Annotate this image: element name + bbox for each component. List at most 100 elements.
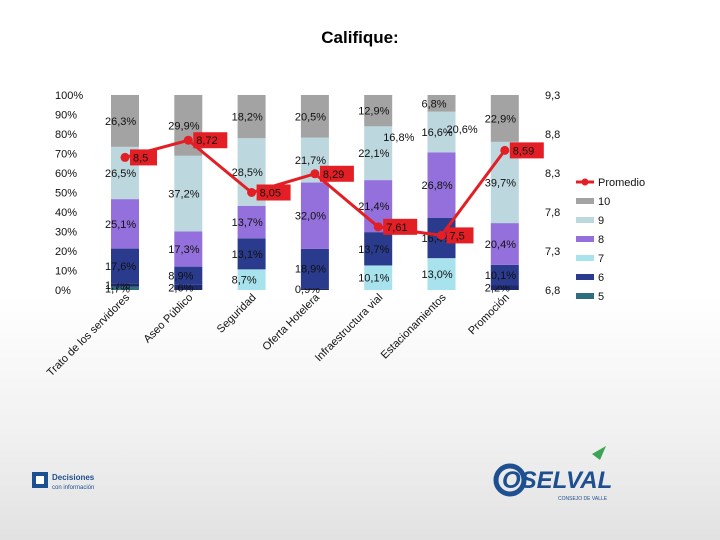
y-left-tick-label: 20%	[55, 246, 77, 258]
legend-label: Promedio	[598, 177, 645, 189]
bar-data-label: 12,9%	[358, 106, 389, 118]
bar-segment	[237, 205, 266, 239]
bar-segment	[300, 182, 329, 249]
bar-data-label: 32,0%	[295, 211, 326, 223]
average-label-box	[319, 165, 354, 182]
bar-segment	[237, 95, 266, 139]
extra-data-label: 16,8%	[383, 132, 414, 144]
bar-segment	[300, 95, 329, 138]
average-label-box	[130, 149, 157, 166]
bar-data-label: 17,3%	[168, 244, 199, 256]
category-label: Aseo Público	[142, 292, 196, 346]
bar-segment	[427, 258, 456, 290]
bar-data-label: 26,8%	[422, 180, 453, 192]
average-label-box	[383, 218, 418, 235]
bar-data-label: 21,4%	[358, 201, 389, 213]
category-label: Infraestructura vial	[313, 292, 385, 364]
legend-label: 8	[598, 234, 604, 246]
bar-segment	[111, 283, 139, 287]
average-label-box	[446, 227, 474, 244]
bar-data-label: 26,5%	[105, 168, 136, 180]
category-label: Seguridad	[215, 292, 259, 336]
bar-segment	[300, 288, 329, 290]
category-label: Promoción	[466, 292, 512, 338]
bar-data-label: 2,6%	[168, 282, 193, 294]
bar-data-label: 2,2%	[485, 283, 510, 295]
bar-data-label: 28,5%	[232, 167, 263, 179]
average-data-label: 8,29	[323, 169, 344, 181]
decisiones-logo-mark-inner	[36, 476, 44, 484]
legend-label: 9	[598, 215, 604, 227]
average-data-label: 8,72	[196, 135, 217, 147]
average-point	[120, 152, 130, 162]
bar-segment	[174, 231, 203, 267]
legend-label: 10	[598, 196, 610, 208]
average-point	[373, 222, 383, 232]
bar-data-label: 18,2%	[232, 112, 263, 124]
average-data-label: 8,05	[260, 188, 281, 200]
bar-data-label: 29,9%	[168, 120, 199, 132]
legend-swatch	[576, 236, 594, 242]
bar-segment	[427, 95, 456, 112]
bar-data-label: 13,7%	[232, 217, 263, 229]
y-left-tick-label: 10%	[55, 266, 77, 278]
bar-data-label: 17,6%	[105, 261, 136, 273]
decisiones-logo: Decisiones con información	[32, 472, 95, 491]
bar-data-label: 26,3%	[105, 116, 136, 128]
bar-segment	[490, 95, 519, 142]
average-data-label: 7,61	[386, 222, 407, 234]
y-left-tick-label: 50%	[55, 188, 77, 200]
average-point	[247, 188, 257, 197]
legend-swatch	[576, 255, 594, 261]
y-right-tick-label: 8,8	[545, 129, 560, 141]
y-left-tick-label: 0%	[55, 285, 71, 297]
legend-label: 7	[598, 253, 604, 265]
average-label-box	[193, 132, 228, 149]
bar-data-label: 13,0%	[422, 269, 453, 281]
bar-segment	[174, 155, 203, 232]
y-right-tick-label: 7,8	[545, 207, 560, 219]
decisiones-logo-line2: con información	[52, 485, 94, 491]
category-label: Trato de los servidores	[45, 291, 133, 379]
legend-swatch	[576, 293, 594, 299]
average-label-box	[509, 142, 544, 159]
legend-swatch-point	[581, 178, 589, 186]
legend-swatch	[576, 217, 594, 223]
average-data-label: 8,59	[513, 145, 534, 157]
bar-segment	[490, 264, 519, 286]
bar-data-label: 13,1%	[232, 249, 263, 261]
y-left-tick-label: 70%	[55, 149, 77, 161]
bar-data-label: 6,8%	[422, 98, 447, 110]
y-left-tick-label: 90%	[55, 110, 77, 122]
chart-title: Califique:	[321, 28, 399, 47]
bar-data-label: 25,1%	[105, 219, 136, 231]
y-left-tick-label: 30%	[55, 227, 77, 239]
bar-segment	[364, 126, 393, 181]
oselval-logo-ring	[493, 463, 527, 497]
y-right-tick-label: 9,3	[545, 90, 560, 102]
average-label-box	[256, 184, 291, 201]
bar-segment	[490, 285, 519, 290]
y-right-tick-label: 6,8	[545, 285, 560, 297]
bar-data-label: 39,7%	[485, 177, 516, 189]
bar-segment	[364, 265, 393, 290]
bar-data-label: 16,6%	[422, 127, 453, 139]
bar-data-label: 10,1%	[358, 273, 389, 285]
bar-segment	[427, 152, 456, 218]
bar-segment	[364, 232, 393, 266]
legend-label: 6	[598, 272, 604, 284]
average-point	[437, 230, 446, 240]
bar-data-label: 21,7%	[295, 155, 326, 167]
y-left-tick-label: 80%	[55, 129, 77, 141]
legend-label: 5	[598, 291, 604, 303]
average-point	[310, 169, 320, 179]
bar-segment	[111, 286, 139, 290]
category-label: Oferta Hotelera	[260, 291, 322, 353]
oselval-logo-tagline: CONSEJO DE VALLE	[558, 496, 608, 502]
average-point	[183, 135, 193, 145]
average-data-label: 8,5	[133, 152, 148, 164]
bar-data-label: 22,9%	[485, 113, 516, 125]
legend-swatch	[576, 274, 594, 280]
bar-segment	[237, 238, 266, 270]
